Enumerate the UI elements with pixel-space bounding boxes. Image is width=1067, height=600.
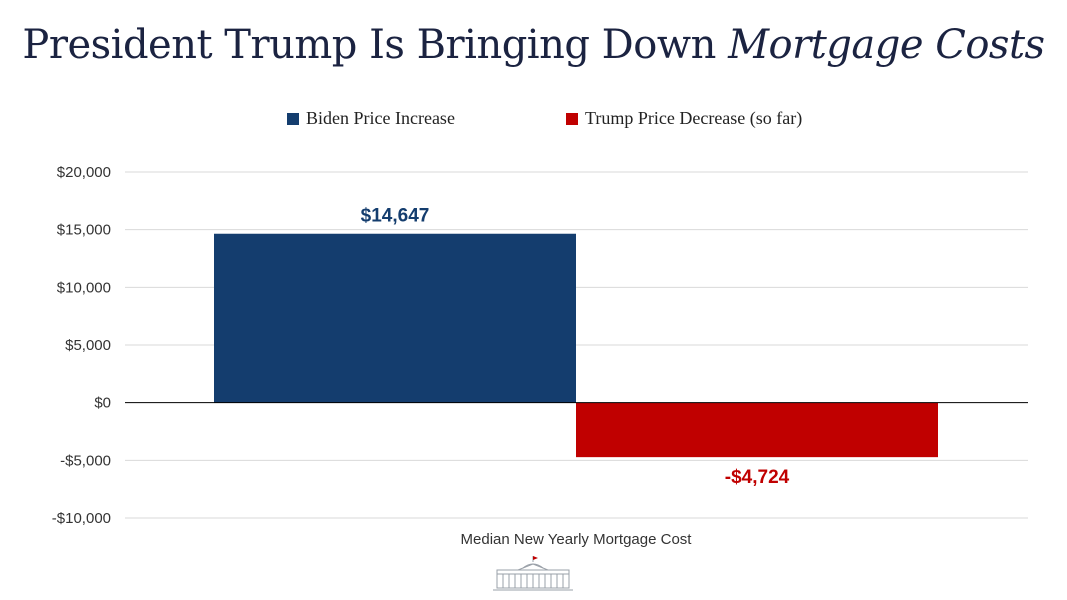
chart-title-plain: President Trump Is Bringing Down <box>22 22 716 68</box>
legend-label-trump: Trump Price Decrease (so far) <box>585 108 803 128</box>
white-house-logo-icon <box>493 556 573 591</box>
bar-biden <box>214 233 576 403</box>
legend-swatch-biden <box>287 112 299 125</box>
y-tick-label: $0 <box>94 395 111 412</box>
y-tick-label: $15,000 <box>57 222 111 239</box>
legend-item-trump: Trump Price Decrease (so far) <box>566 108 802 129</box>
x-category-label: Median New Yearly Mortgage Cost <box>461 531 693 548</box>
data-label-biden: $14,647 <box>361 206 430 227</box>
y-tick-label: -$10,000 <box>52 510 111 527</box>
legend-label-biden: Biden Price Increase <box>306 108 455 128</box>
y-tick-label: $20,000 <box>57 164 111 181</box>
chart-title-italic: Mortgage Costs <box>728 22 1045 68</box>
legend-swatch-trump <box>566 112 578 125</box>
y-tick-label: -$5,000 <box>60 452 111 469</box>
legend-item-biden: Biden Price Increase <box>287 108 455 129</box>
data-label-trump: -$4,724 <box>725 467 790 488</box>
bar-trump <box>576 402 938 458</box>
y-tick-label: $5,000 <box>65 337 111 354</box>
chart-title: President Trump Is Bringing Down Mortgag… <box>0 22 1067 68</box>
y-tick-label: $10,000 <box>57 279 111 296</box>
